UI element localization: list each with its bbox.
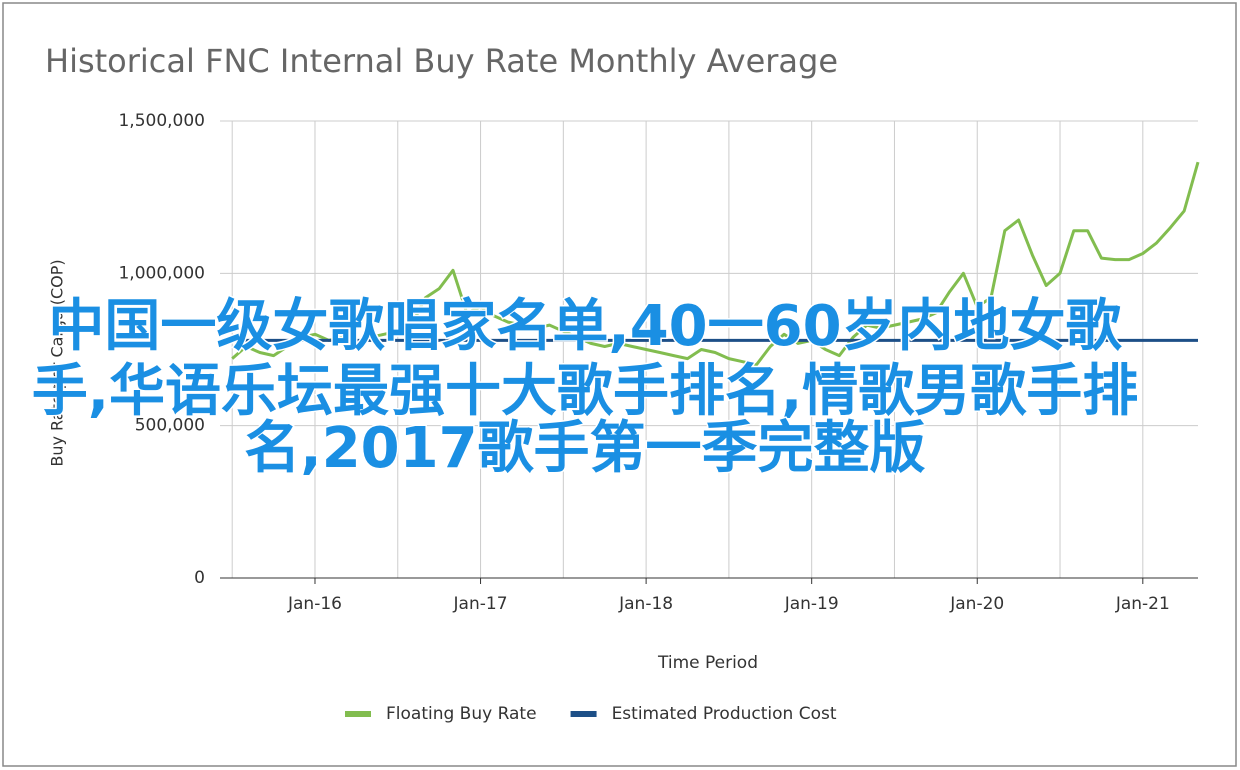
- x-tick-label: Jan-16: [287, 594, 342, 614]
- legend-label: Floating Buy Rate: [386, 704, 537, 724]
- x-tick-label: Jan-20: [949, 594, 1004, 614]
- y-tick-label: 1,500,000: [118, 111, 205, 131]
- overlay-text: 手,华语乐坛最强十大歌手排名,情歌男歌手排: [32, 359, 1139, 424]
- legend-swatch: [345, 711, 371, 717]
- legend-swatch: [570, 711, 597, 717]
- x-axis-label: Time Period: [657, 653, 758, 673]
- overlay-text: 名,2017歌手第一季完整版: [244, 416, 925, 481]
- legend-label: Estimated Production Cost: [612, 704, 837, 724]
- y-tick-label: 1,000,000: [118, 263, 205, 283]
- series-line: [231, 161, 1200, 367]
- y-tick-label: 500,000: [135, 416, 205, 436]
- x-tick-label: Jan-17: [453, 594, 508, 614]
- y-axis-label: Buy Rate per Carga (COP): [48, 259, 67, 466]
- y-tick-label: 0: [194, 568, 205, 588]
- x-tick-label: Jan-18: [618, 594, 673, 614]
- x-tick-label: Jan-21: [1115, 594, 1170, 614]
- x-tick-label: Jan-19: [784, 594, 839, 614]
- overlay-text: 中国一级女歌唱家名单,40一60岁内地女歌: [48, 294, 1122, 359]
- chart-title: Historical FNC Internal Buy Rate Monthly…: [45, 42, 838, 80]
